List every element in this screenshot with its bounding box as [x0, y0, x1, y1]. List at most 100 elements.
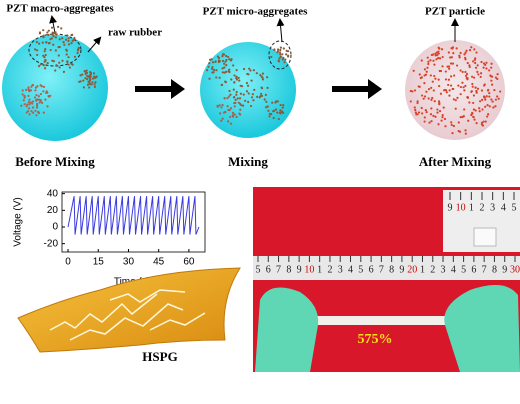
particle [433, 100, 436, 103]
particle [267, 109, 270, 112]
particle [68, 66, 72, 69]
particle [411, 90, 414, 93]
particle [459, 116, 462, 119]
particle [491, 100, 494, 103]
device-illustration: HSPG [17, 267, 241, 364]
particle [38, 42, 41, 45]
particle [464, 74, 468, 77]
rubber-ball [405, 40, 505, 140]
label: PZT particle [425, 6, 485, 18]
particle [282, 47, 285, 50]
particle [41, 41, 44, 44]
particle [281, 58, 284, 61]
particle [479, 72, 483, 75]
particle [38, 101, 41, 104]
particle [488, 105, 491, 108]
particle [430, 120, 433, 123]
particle [449, 62, 453, 65]
particle [484, 98, 487, 101]
particle [66, 60, 69, 63]
particle [211, 67, 214, 71]
particle [250, 96, 254, 99]
particle [464, 84, 467, 88]
particle [266, 86, 269, 89]
particle [82, 86, 85, 89]
particle [26, 103, 29, 106]
particle [444, 125, 447, 128]
particle [480, 98, 484, 101]
particle [265, 106, 268, 109]
particle [429, 74, 432, 77]
particle [31, 83, 35, 87]
particle [472, 94, 476, 97]
ruler-label: 7 [482, 264, 487, 275]
particle [211, 71, 214, 74]
step-caption: Mixing [228, 154, 268, 169]
particle [423, 116, 426, 119]
particle [239, 108, 242, 111]
particle [490, 66, 493, 69]
particle [67, 43, 71, 46]
particle [35, 98, 38, 102]
particle [229, 122, 233, 125]
particle [447, 78, 451, 81]
particle [438, 102, 441, 105]
stretch-photo: 575% 5 6 7 8 9 10 1 2 3 4 5 6 7 8 9 20 1 2 3 4 5 6 7 8 9 309 10 1 2 3… [253, 187, 520, 372]
particle [37, 65, 41, 68]
particle [88, 86, 91, 89]
particle [455, 47, 458, 50]
particle [42, 111, 45, 114]
ruler-label: 4 [451, 264, 456, 275]
particle [20, 104, 23, 107]
particle [423, 68, 427, 71]
particle [268, 115, 271, 118]
particle [35, 114, 38, 117]
particle [480, 121, 484, 124]
particle [233, 96, 236, 99]
particle [475, 91, 478, 94]
particle [229, 93, 232, 96]
particle [478, 110, 481, 113]
particle [76, 51, 79, 55]
particle [227, 120, 230, 123]
particle [45, 90, 48, 93]
pointer [49, 15, 58, 34]
x-tick-label: 15 [93, 257, 105, 268]
particle [454, 99, 457, 102]
particle [46, 31, 49, 34]
particle [491, 83, 494, 86]
particle [218, 104, 221, 107]
particle [464, 132, 467, 135]
particle [54, 36, 57, 39]
particle [474, 57, 477, 60]
arrow [332, 79, 382, 99]
particle [463, 89, 466, 92]
particle [95, 75, 98, 78]
particle [274, 108, 278, 111]
particle [242, 104, 245, 107]
particle [434, 52, 437, 55]
particle [228, 108, 231, 112]
ruler-label: 5 [358, 264, 363, 275]
particle [39, 84, 42, 87]
y-axis-label: Voltage (V) [13, 197, 24, 246]
y-tick-label: 20 [47, 205, 59, 216]
particle [48, 41, 51, 45]
particle [450, 121, 453, 124]
particle [221, 59, 225, 63]
ruler-label: 6 [369, 264, 374, 275]
particle [464, 56, 467, 59]
particle [238, 79, 241, 82]
particle [67, 56, 70, 59]
step-caption: Before Mixing [15, 154, 95, 169]
particle [456, 64, 459, 67]
particle [246, 84, 250, 87]
particle [287, 50, 290, 53]
particle [30, 110, 33, 113]
particle [456, 96, 459, 100]
particle [438, 57, 442, 60]
particle [462, 86, 465, 89]
particle [461, 70, 464, 74]
particle [58, 38, 61, 41]
